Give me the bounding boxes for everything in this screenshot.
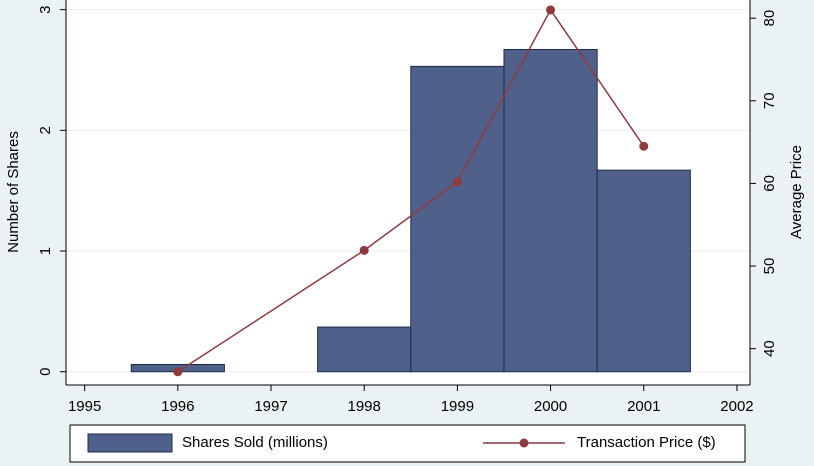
y2-tick-label: 50 bbox=[761, 258, 778, 275]
x-tick-label: 1999 bbox=[441, 398, 474, 415]
y2-tick-label: 40 bbox=[761, 340, 778, 357]
y-axis-title: Number of Shares bbox=[5, 131, 22, 253]
legend-swatch bbox=[87, 433, 173, 453]
x-tick-label: 1997 bbox=[254, 398, 287, 415]
y-tick-label: 1 bbox=[37, 247, 54, 255]
y-tick-label: 0 bbox=[37, 368, 54, 376]
y-tick-label: 3 bbox=[37, 5, 54, 13]
legend-label: Shares Sold (millions) bbox=[182, 434, 328, 451]
x-tick-label: 1998 bbox=[348, 398, 381, 415]
y-tick-label: 2 bbox=[37, 126, 54, 134]
bar bbox=[410, 65, 505, 373]
legend-label: Transaction Price ($) bbox=[577, 434, 716, 451]
x-tick-label: 1996 bbox=[161, 398, 194, 415]
legend-marker bbox=[519, 438, 529, 448]
y2-tick-label: 70 bbox=[761, 92, 778, 109]
point bbox=[639, 141, 649, 151]
y2-tick-label: 60 bbox=[761, 175, 778, 192]
legend bbox=[69, 424, 746, 463]
x-tick-label: 2001 bbox=[627, 398, 660, 415]
bar bbox=[596, 169, 691, 373]
bar bbox=[317, 326, 412, 373]
x-tick-label: 2002 bbox=[720, 398, 753, 415]
point bbox=[546, 5, 556, 15]
y2-axis-title: Average Price bbox=[788, 145, 805, 239]
point bbox=[359, 245, 369, 255]
y2-tick-label: 80 bbox=[761, 10, 778, 27]
bar bbox=[503, 48, 598, 373]
x-tick-label: 2000 bbox=[534, 398, 567, 415]
x-tick-label: 1995 bbox=[68, 398, 101, 415]
point bbox=[173, 367, 183, 377]
point bbox=[452, 177, 462, 187]
